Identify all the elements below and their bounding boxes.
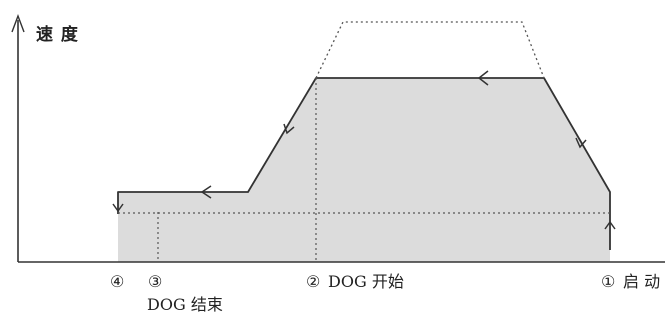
point-3-label: DOG 结束 bbox=[147, 295, 223, 314]
y-axis-arrowhead bbox=[11, 14, 25, 33]
point-1-marker: ① bbox=[601, 272, 616, 291]
point-3-marker: ③ bbox=[148, 272, 163, 291]
direction-arrow-right-slope bbox=[575, 137, 587, 149]
speed-area bbox=[118, 78, 610, 262]
point-2-label: DOG 开始 bbox=[328, 272, 404, 291]
direction-arrow-right-vertical bbox=[604, 220, 616, 230]
point-2-marker: ② bbox=[306, 272, 321, 291]
direction-arrow-left-slope bbox=[283, 123, 295, 135]
direction-arrow-left-vertical bbox=[112, 203, 124, 213]
y-axis-label: 速 度 bbox=[36, 25, 79, 45]
dotted-high-speed-profile bbox=[315, 21, 545, 79]
point-4-marker: ④ bbox=[110, 272, 125, 291]
direction-arrow-top bbox=[477, 70, 489, 86]
direction-arrow-low-plateau bbox=[200, 185, 212, 199]
point-1-label: 启 动 bbox=[623, 272, 661, 291]
